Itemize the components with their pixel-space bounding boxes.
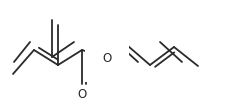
Text: O: O xyxy=(77,88,87,101)
Text: O: O xyxy=(102,52,112,64)
